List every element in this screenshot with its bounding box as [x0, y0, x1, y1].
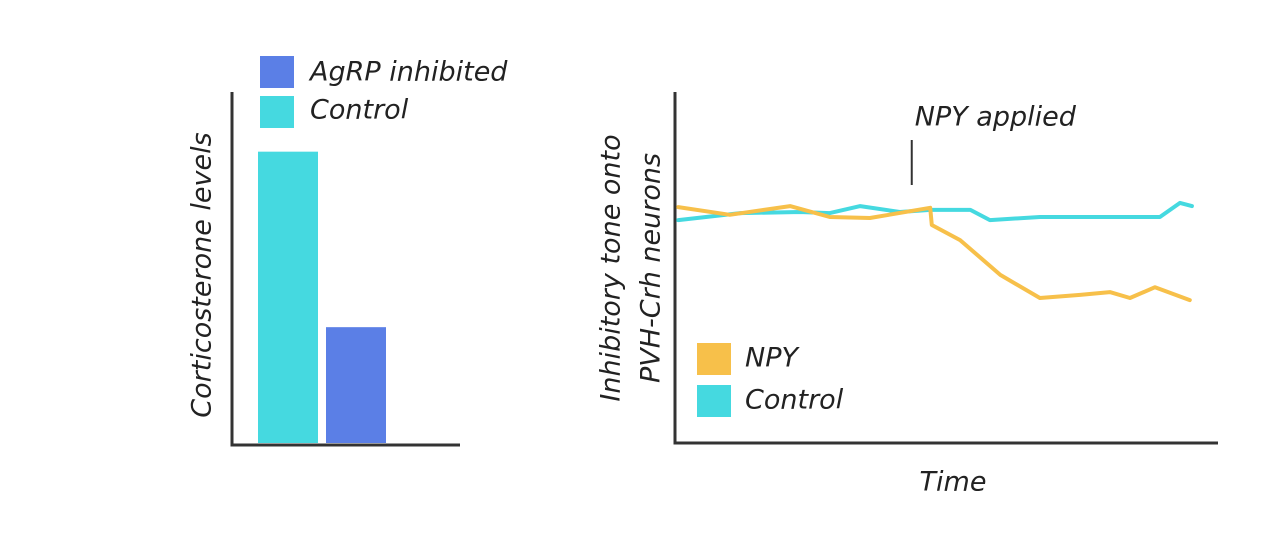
legend-swatch — [260, 96, 294, 128]
legend-label: Control — [310, 95, 409, 126]
y-axis-label: Inhibitory tone onto — [596, 134, 627, 401]
legend-label: Control — [745, 385, 844, 416]
annotation: NPY applied — [915, 102, 1077, 133]
legend-swatch — [260, 56, 294, 88]
bar — [326, 327, 386, 443]
x-axis-label: Time — [920, 467, 987, 498]
series-line — [676, 204, 1192, 303]
legend-swatch — [697, 385, 731, 417]
bar-axes — [230, 92, 460, 447]
y-axis-label: Corticosterone levels — [187, 132, 218, 417]
line-axes — [673, 92, 1218, 445]
y-axis-label: PVH-Crh neurons — [636, 153, 667, 383]
legend-swatch — [697, 343, 731, 375]
legend-label: AgRP inhibited — [308, 57, 508, 88]
legend-label: NPY — [745, 343, 800, 374]
bar — [258, 151, 318, 444]
